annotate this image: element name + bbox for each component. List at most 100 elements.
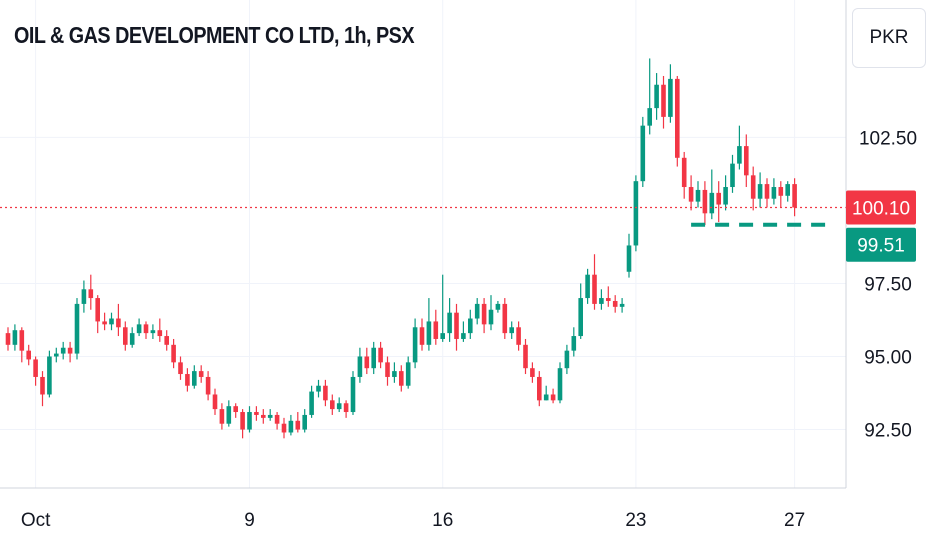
price-lines	[0, 206, 846, 227]
candle	[764, 178, 770, 208]
currency-button[interactable]: PKR	[852, 8, 926, 68]
candle-body	[233, 406, 238, 413]
candle-body	[150, 330, 156, 334]
candle-body	[771, 187, 777, 199]
candle-body	[592, 274, 597, 304]
candle-body	[254, 412, 259, 415]
candle	[350, 371, 356, 415]
close-price-tag: 99.51	[846, 227, 916, 262]
candle	[316, 379, 321, 398]
candle	[129, 327, 135, 348]
candle	[578, 283, 583, 339]
candle	[585, 268, 590, 304]
candle-body	[378, 347, 383, 363]
candle-body	[785, 184, 790, 196]
candle	[254, 406, 259, 421]
candle-body	[226, 406, 232, 424]
candle	[495, 300, 501, 313]
candle	[709, 169, 715, 220]
candle	[792, 178, 797, 217]
candle-body	[412, 327, 418, 363]
candle	[40, 371, 45, 407]
candle	[633, 175, 639, 252]
candle	[468, 309, 473, 339]
candle-body	[481, 303, 487, 325]
candle	[433, 309, 439, 345]
candle	[557, 362, 563, 404]
candle-body	[309, 391, 314, 415]
candle-body	[461, 333, 466, 339]
candle	[330, 394, 335, 415]
candle	[336, 397, 342, 413]
candle-body	[60, 347, 66, 354]
candle-body	[116, 318, 121, 328]
candle-body	[626, 245, 632, 272]
candle-body	[261, 414, 266, 418]
candle	[647, 58, 652, 135]
candle-body	[723, 187, 728, 205]
candle	[171, 338, 176, 369]
candle-body	[67, 347, 73, 354]
candle	[60, 341, 66, 360]
candle-body	[730, 163, 735, 188]
candle	[33, 356, 38, 386]
chart-grid	[0, 0, 846, 488]
candle-body	[274, 414, 280, 424]
y-tick-label: 97.50	[864, 274, 912, 295]
candle-body	[537, 376, 542, 401]
candle-body	[750, 175, 756, 199]
candle-body	[530, 368, 535, 377]
candle-body	[516, 327, 521, 345]
candle-body	[654, 84, 659, 109]
candle	[419, 318, 425, 351]
candle	[5, 327, 11, 351]
candle-body	[185, 374, 190, 386]
candle	[267, 409, 273, 421]
candle	[274, 412, 280, 430]
candle-body	[550, 394, 556, 401]
candle	[592, 254, 597, 310]
candle-body	[240, 412, 245, 430]
candle	[461, 321, 466, 342]
x-tick-label: 23	[625, 510, 646, 531]
candle-body	[392, 371, 397, 377]
y-tick-label: 95.00	[864, 348, 912, 369]
candle-body	[468, 318, 473, 334]
candle-body	[123, 327, 128, 345]
candle	[481, 298, 487, 334]
candle-body	[357, 356, 363, 377]
candle-body	[74, 303, 80, 354]
y-axis: 102.50 97.50 95.00 92.50 100.10 99.51	[845, 0, 917, 488]
candle	[744, 134, 749, 188]
candle-body	[330, 400, 335, 410]
candle-body	[757, 184, 763, 199]
candle	[426, 298, 432, 351]
candle-body	[668, 78, 673, 117]
candle-body	[371, 347, 376, 369]
candle-body	[681, 157, 687, 188]
candle	[95, 295, 100, 334]
candle	[233, 403, 238, 418]
candle	[88, 274, 94, 310]
candle	[136, 318, 142, 337]
candle-body	[95, 298, 100, 322]
candle	[523, 338, 528, 375]
candle	[688, 175, 694, 211]
candle	[205, 371, 211, 401]
candle	[219, 403, 225, 430]
candle-body	[599, 298, 604, 304]
candle-body	[143, 324, 149, 334]
candle-body	[164, 336, 169, 345]
candle-body	[502, 303, 508, 334]
candle-body	[33, 359, 38, 377]
close-price-tag-text: 99.51	[857, 236, 905, 257]
candle	[571, 327, 577, 357]
candle-body	[12, 330, 18, 345]
candle	[157, 318, 163, 342]
candle	[702, 181, 708, 226]
candle-body	[343, 403, 349, 413]
candle	[750, 166, 756, 211]
candle	[668, 64, 673, 123]
candle-body	[192, 371, 197, 386]
